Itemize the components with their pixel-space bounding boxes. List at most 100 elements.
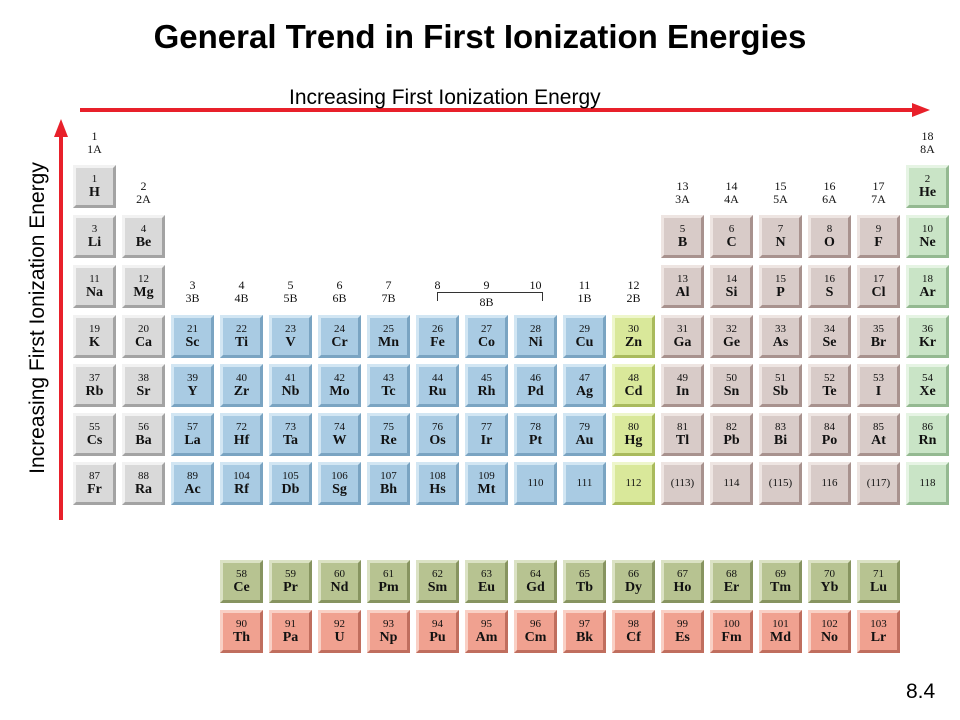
- group-old-label: 5A: [773, 192, 788, 206]
- element-symbol: Ar: [919, 285, 936, 300]
- element-cell-ra: 88 Ra: [122, 462, 165, 505]
- atomic-number: 7: [777, 223, 784, 235]
- element-cell-tm: 69 Tm: [759, 560, 802, 603]
- element-symbol: Be: [135, 235, 152, 250]
- element-symbol: Rn: [918, 433, 937, 448]
- element-symbol: Zr: [233, 384, 250, 399]
- group-label-9: 9 8B: [465, 279, 508, 309]
- element-symbol: Pb: [723, 433, 740, 448]
- atomic-number: 51: [775, 372, 786, 384]
- group-number: 17: [872, 179, 885, 193]
- element-symbol: Lu: [869, 580, 888, 595]
- element-cell-lu: 71 Lu: [857, 560, 900, 603]
- element-symbol: Gd: [526, 580, 545, 595]
- atomic-number: 23: [285, 323, 296, 335]
- atomic-number: 31: [677, 323, 688, 335]
- element-cell-xe: 54 Xe: [906, 364, 949, 407]
- element-cell-cr: 24 Cr: [318, 315, 361, 358]
- element-cell-eu: 63 Eu: [465, 560, 508, 603]
- element-symbol: Hf: [233, 433, 250, 448]
- atomic-number: 19: [89, 323, 100, 335]
- group-old-label: 5B: [283, 291, 298, 305]
- element-cell-nb: 41 Nb: [269, 364, 312, 407]
- atomic-number: 4: [140, 223, 147, 235]
- atomic-number: 63: [481, 568, 492, 580]
- element-cell-pr: 59 Pr: [269, 560, 312, 603]
- element-cell-hg: 80 Hg: [612, 413, 655, 456]
- element-symbol: Na: [85, 285, 104, 300]
- element-cell-bk: 97 Bk: [563, 610, 606, 653]
- atomic-number: 114: [723, 477, 740, 489]
- element-cell-sr: 38 Sr: [122, 364, 165, 407]
- vertical-trend-label: Increasing First Ionization Energy: [26, 162, 49, 474]
- element-symbol: La: [184, 433, 201, 448]
- atomic-number: 3: [91, 223, 98, 235]
- element-symbol: Hg: [624, 433, 643, 448]
- element-cell-ge: 32 Ge: [710, 315, 753, 358]
- element-symbol: Xe: [919, 384, 936, 399]
- atomic-number: 53: [873, 372, 884, 384]
- group-old-label: 7B: [381, 291, 396, 305]
- element-symbol: Zn: [624, 335, 643, 350]
- atomic-number: 60: [334, 568, 345, 580]
- group-label-16: 16 6A: [808, 180, 851, 206]
- element-symbol: S: [825, 285, 834, 300]
- element-symbol: Fm: [721, 630, 742, 645]
- element-symbol: Sr: [136, 384, 151, 399]
- atomic-number: 83: [775, 421, 786, 433]
- element-cell-u: 92 U: [318, 610, 361, 653]
- element-symbol: Tb: [575, 580, 594, 595]
- element-symbol: Pt: [528, 433, 543, 448]
- element-symbol: Ni: [528, 335, 543, 350]
- atomic-number: 49: [677, 372, 688, 384]
- element-cell-ru: 44 Ru: [416, 364, 459, 407]
- element-cell-tb: 65 Tb: [563, 560, 606, 603]
- element-symbol: Ba: [135, 433, 152, 448]
- element-cell-ir: 77 Ir: [465, 413, 508, 456]
- group-number: 10: [529, 278, 542, 292]
- element-symbol: Pm: [378, 580, 399, 595]
- element-symbol: Ag: [575, 384, 594, 399]
- element-cell-bi: 83 Bi: [759, 413, 802, 456]
- element-cell-ag: 47 Ag: [563, 364, 606, 407]
- group-old-label: 4A: [724, 192, 739, 206]
- element-cell-rf: 104 Rf: [220, 462, 263, 505]
- atomic-number: 35: [873, 323, 884, 335]
- atomic-number: 48: [628, 372, 639, 384]
- atomic-number: (117): [866, 477, 891, 489]
- element-cell-s: 16 S: [808, 265, 851, 308]
- atomic-number: 84: [824, 421, 835, 433]
- atomic-number: 70: [824, 568, 835, 580]
- element-cell-pm: 61 Pm: [367, 560, 410, 603]
- element-cell-re: 75 Re: [367, 413, 410, 456]
- element-symbol: N: [775, 235, 786, 250]
- atomic-number: 90: [236, 618, 247, 630]
- element-cell-se: 34 Se: [808, 315, 851, 358]
- atomic-number: 102: [821, 618, 838, 630]
- element-symbol: K: [89, 335, 100, 350]
- group-number: 7: [385, 278, 392, 292]
- group-label-17: 17 7A: [857, 180, 900, 206]
- element-cell-la: 57 La: [171, 413, 214, 456]
- element-cell-dy: 66 Dy: [612, 560, 655, 603]
- atomic-number: 73: [285, 421, 296, 433]
- atomic-number: 75: [383, 421, 394, 433]
- atomic-number: 26: [432, 323, 443, 335]
- element-symbol: Sn: [723, 384, 740, 399]
- element-cell-cm: 96 Cm: [514, 610, 557, 653]
- atomic-number: 64: [530, 568, 541, 580]
- element-cell-co: 27 Co: [465, 315, 508, 358]
- element-symbol: Si: [725, 285, 738, 300]
- element-symbol: Se: [822, 335, 837, 350]
- atomic-number: (113): [670, 477, 695, 489]
- element-cell-sc: 21 Sc: [171, 315, 214, 358]
- element-cell-sb: 51 Sb: [759, 364, 802, 407]
- atomic-number: 36: [922, 323, 933, 335]
- group-label-4: 4 4B: [220, 279, 263, 305]
- atomic-number: 107: [380, 470, 397, 482]
- element-cell-at: 85 At: [857, 413, 900, 456]
- atomic-number: 74: [334, 421, 345, 433]
